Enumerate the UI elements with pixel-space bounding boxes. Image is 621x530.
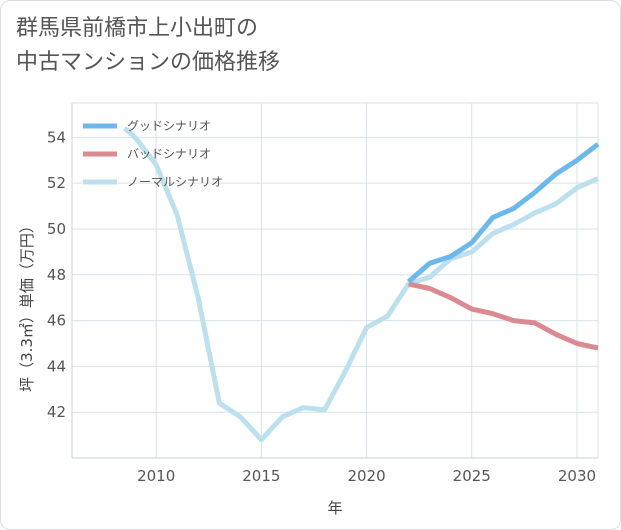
legend-label-1: バッドシナリオ [127,147,211,161]
x-tick-label: 2025 [453,467,491,485]
x-tick-label: 2020 [347,467,385,485]
series-line-0 [406,142,600,284]
series-line-2 [122,126,599,443]
y-axis-label: 坪（3.3㎡）単価（万円） [18,218,36,392]
y-tick-label: 42 [47,403,66,421]
x-tick-label: 2030 [558,467,596,485]
y-axis-ticks: 42 44 46 48 50 52 54 [47,128,66,421]
legend-label-0: グッドシナリオ [127,119,211,133]
x-tick-label: 2010 [137,467,175,485]
y-tick-label: 54 [47,128,66,146]
series-lines [122,126,600,443]
y-tick-label: 50 [47,220,66,238]
series-line-1 [408,281,599,351]
y-tick-label: 44 [47,357,66,375]
x-axis-label: 年 [327,499,342,517]
chart-title: 群馬県前橋市上小出町の 中古マンションの価格推移 [16,12,576,80]
chart-title-line-1: 群馬県前橋市上小出町の [16,16,259,41]
x-tick-label: 2015 [242,467,280,485]
legend-label-2: ノーマルシナリオ [127,175,223,189]
y-tick-label: 52 [47,174,66,192]
chart-title-line-2: 中古マンションの価格推移 [16,50,281,75]
plot-area [72,103,598,458]
x-axis-ticks: 2010 2015 2020 2025 2030 [137,467,596,485]
y-tick-label: 46 [47,312,66,330]
y-tick-label: 48 [47,266,66,284]
